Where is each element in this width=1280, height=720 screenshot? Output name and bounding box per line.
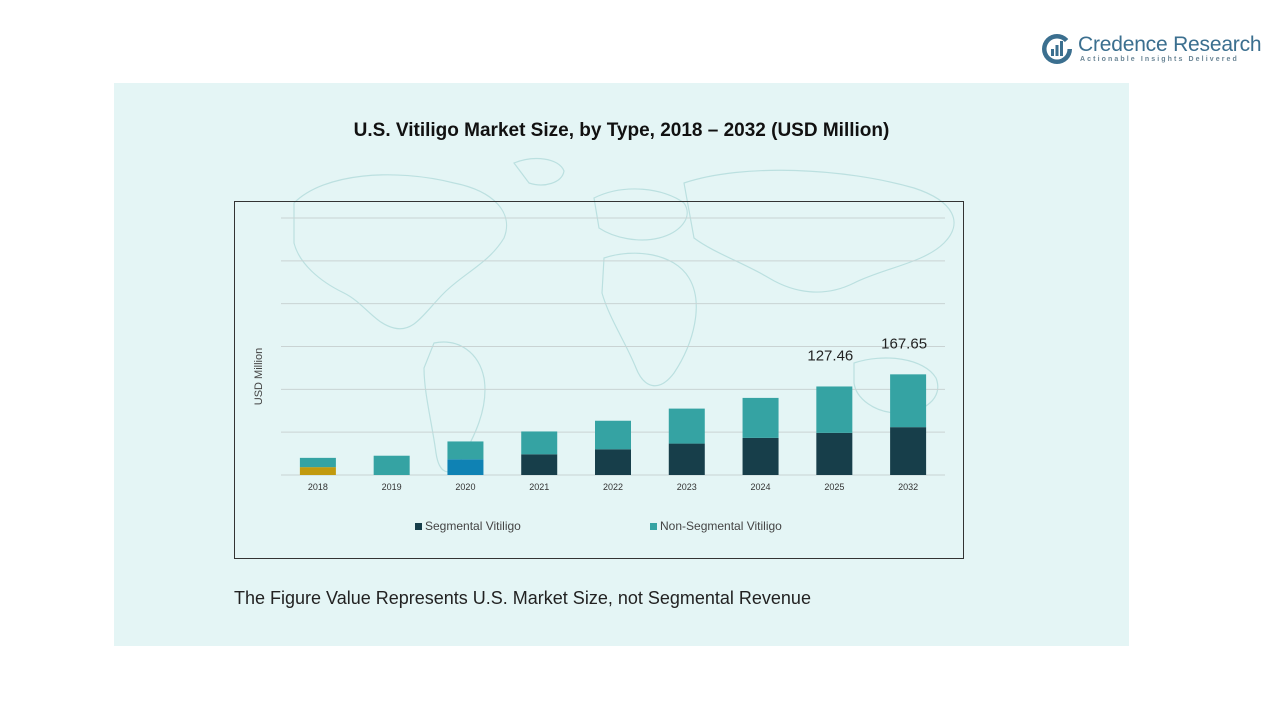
bar-non-segmental-2024 (742, 397, 779, 438)
bar-non-segmental-2018 (299, 457, 336, 468)
legend-swatch (415, 523, 422, 530)
x-tick-label: 2024 (751, 482, 771, 492)
data-label: 167.65 (881, 335, 927, 352)
y-axis-label: USD Million (253, 348, 265, 405)
brand-logo: Credence Research Actionable Insights De… (1040, 32, 1262, 68)
bar-segmental-2018 (299, 467, 336, 475)
chart-footnote: The Figure Value Represents U.S. Market … (234, 588, 811, 608)
bar-non-segmental-2025 (816, 386, 853, 433)
bar-non-segmental-2032 (890, 374, 927, 428)
brand-name: Credence Research (1078, 33, 1262, 56)
x-tick-label: 2020 (455, 482, 475, 492)
credence-logo-icon (1042, 34, 1074, 64)
brand-tagline: Actionable Insights Delivered (1080, 56, 1239, 63)
bar-non-segmental-2021 (521, 431, 558, 455)
bar-segmental-2021 (521, 454, 558, 475)
x-tick-label: 2025 (824, 482, 844, 492)
bar-segmental-2025 (816, 432, 853, 475)
bar-non-segmental-2019 (373, 455, 410, 475)
chart-title: U.S. Vitiligo Market Size, by Type, 2018… (353, 120, 890, 141)
legend-swatch (650, 523, 657, 530)
bar-non-segmental-2022 (595, 420, 631, 450)
plot-area: 2018 2019 2020 2021 2022 2023 2024 2025 2032 127.… (234, 201, 964, 559)
legend-label: Segmental Vitiligo (425, 519, 521, 533)
bar-segmental-2020 (447, 459, 484, 475)
bar-segmental-2023 (668, 443, 705, 475)
x-tick-label: 2018 (308, 482, 328, 492)
x-tick-label: 2032 (898, 482, 918, 492)
x-tick-label: 2019 (382, 482, 402, 492)
chart-panel: U.S. Vitiligo Market Size, by Type, 2018… (114, 83, 1129, 646)
bar-segmental-2032 (890, 427, 927, 475)
bar-chart: 2018 2019 2020 2021 2022 2023 2024 2025 2032 127.… (253, 217, 945, 533)
bar-segmental-2024 (742, 437, 779, 475)
bar-non-segmental-2023 (668, 408, 705, 444)
x-tick-label: 2021 (529, 482, 549, 492)
world-map-watermark-icon (293, 157, 955, 473)
bar-non-segmental-2020 (447, 441, 484, 460)
bar-segmental-2022 (595, 449, 631, 475)
data-label: 127.46 (807, 347, 853, 364)
x-tick-label: 2022 (603, 482, 623, 492)
x-tick-label: 2023 (677, 482, 697, 492)
legend-label: Non-Segmental Vitiligo (660, 519, 782, 533)
